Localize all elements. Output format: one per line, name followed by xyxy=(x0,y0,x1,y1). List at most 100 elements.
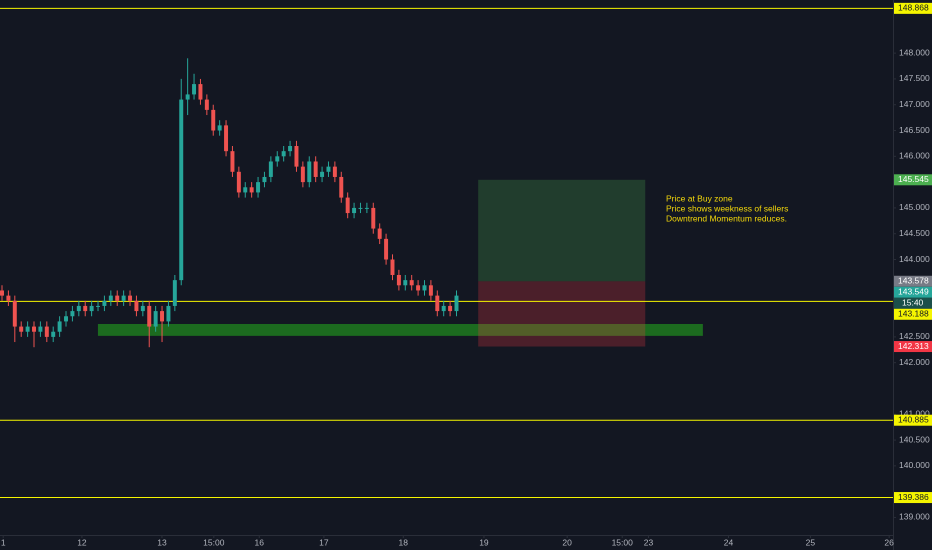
price-label: 143.578 xyxy=(898,276,929,286)
price-label: 145.545 xyxy=(898,174,929,184)
candle-body xyxy=(115,295,120,301)
annotation-text: Price at Buy zone xyxy=(666,193,733,203)
candle-body xyxy=(281,151,286,157)
candle-body xyxy=(377,228,382,239)
candle-body xyxy=(345,197,350,214)
candle-body xyxy=(358,207,363,209)
candle-body xyxy=(76,305,81,312)
y-tick-label: 139.000 xyxy=(899,512,930,522)
price-label: 139.386 xyxy=(898,492,929,502)
candle-body xyxy=(57,321,62,332)
countdown-bg xyxy=(894,297,932,309)
price-label-bg xyxy=(894,2,932,14)
x-tick-label: 26 xyxy=(884,537,894,547)
x-tick-label: 20 xyxy=(562,537,572,547)
loss-area xyxy=(478,281,646,347)
candle-body xyxy=(428,285,433,296)
candle-body xyxy=(320,171,325,177)
candle-body xyxy=(249,187,254,193)
candle-body xyxy=(198,84,203,100)
price-label: 140.885 xyxy=(898,414,929,424)
candle-body xyxy=(230,151,235,172)
candle-body xyxy=(19,326,24,332)
candle-body xyxy=(396,274,401,286)
y-tick-label: 142.000 xyxy=(899,357,930,367)
candle-body xyxy=(25,326,30,332)
candle-body xyxy=(448,305,453,312)
candle-body xyxy=(0,290,4,296)
candle-body xyxy=(108,295,113,301)
price-label-bg xyxy=(894,414,932,426)
candle-body xyxy=(128,295,133,301)
candle-body xyxy=(326,166,331,172)
x-tick-label: 13 xyxy=(157,537,167,547)
price-label-bg xyxy=(894,308,932,320)
y-tick-label: 147.000 xyxy=(899,99,930,109)
countdown-label: 15:40 xyxy=(902,298,924,308)
candle-body xyxy=(454,295,459,312)
candle-body xyxy=(262,176,267,183)
y-tick-label: 146.000 xyxy=(899,151,930,161)
candle-body xyxy=(339,176,344,198)
y-tick-label: 141.000 xyxy=(899,409,930,419)
candle-body xyxy=(422,285,427,291)
candle-body xyxy=(211,109,216,131)
candle-body xyxy=(243,187,248,193)
x-tick-label: 24 xyxy=(724,537,734,547)
candle-body xyxy=(352,207,357,214)
candle-body xyxy=(300,166,305,183)
candle-body xyxy=(441,305,446,312)
annotation-text: Downtrend Momentum reduces. xyxy=(666,213,787,223)
candle-body xyxy=(140,305,145,312)
candle-body xyxy=(409,280,414,286)
candle-body xyxy=(51,331,56,337)
y-tick-label: 140.500 xyxy=(899,434,930,444)
candle-body xyxy=(96,305,101,307)
candle-body xyxy=(153,311,158,327)
y-tick-label: 146.500 xyxy=(899,125,930,135)
candle-body xyxy=(390,259,395,275)
y-tick-label: 140.000 xyxy=(899,460,930,470)
candle-body xyxy=(121,295,126,301)
profit-area xyxy=(478,179,646,282)
candle-body xyxy=(364,207,369,209)
x-tick-label: 1 xyxy=(1,537,6,547)
candle-body xyxy=(44,326,49,337)
candle-body xyxy=(6,295,11,301)
candle-body xyxy=(192,84,197,95)
candle-body xyxy=(313,161,318,177)
candle-body xyxy=(204,99,209,110)
candle-body xyxy=(83,305,88,312)
candle-body xyxy=(38,326,43,332)
x-tick-label: 15:00 xyxy=(203,537,225,547)
candle-body xyxy=(160,311,165,322)
y-tick-label: 147.500 xyxy=(899,73,930,83)
candle-body xyxy=(134,300,139,312)
price-label-bg xyxy=(894,286,932,298)
candle-body xyxy=(224,125,229,152)
candle-body xyxy=(384,238,389,260)
candle-body xyxy=(89,305,94,312)
candle-body xyxy=(32,326,36,332)
price-label-bg xyxy=(894,275,932,287)
candle-body xyxy=(371,207,376,229)
x-tick-label: 18 xyxy=(399,537,409,547)
price-label-bg xyxy=(894,492,932,504)
candle-body xyxy=(147,305,152,327)
candle-body xyxy=(179,99,184,281)
y-tick-label: 144.500 xyxy=(899,228,930,238)
plot-area xyxy=(0,7,893,499)
candle-body xyxy=(403,280,408,286)
candle-body xyxy=(172,280,177,306)
annotation-text: Price shows weekness of sellers xyxy=(666,203,788,213)
price-label: 142.313 xyxy=(898,341,929,351)
candle-body xyxy=(435,295,440,312)
price-label: 143.549 xyxy=(898,287,929,297)
price-label-bg xyxy=(894,341,932,353)
x-tick-label: 19 xyxy=(479,537,489,547)
buy-zone xyxy=(97,323,703,336)
candle-body xyxy=(70,311,75,317)
price-label: 143.188 xyxy=(898,309,929,319)
candle-body xyxy=(102,300,107,306)
